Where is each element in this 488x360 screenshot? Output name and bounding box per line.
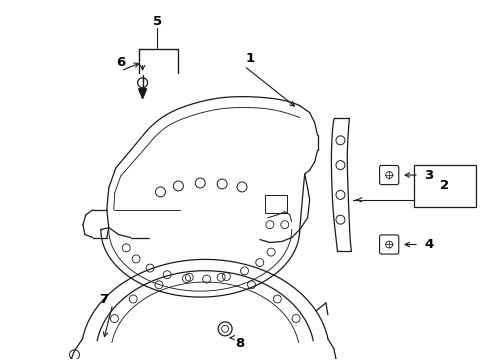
Bar <box>264 195 286 213</box>
Text: 1: 1 <box>245 53 254 66</box>
Circle shape <box>218 322 232 336</box>
Text: 7: 7 <box>99 293 108 306</box>
Polygon shape <box>138 89 146 99</box>
Text: 8: 8 <box>235 337 244 350</box>
Text: 6: 6 <box>116 57 125 69</box>
Text: 3: 3 <box>424 168 433 181</box>
Circle shape <box>137 78 147 88</box>
Text: 5: 5 <box>153 15 162 28</box>
Text: 4: 4 <box>424 238 433 251</box>
Bar <box>413 165 475 207</box>
Text: 2: 2 <box>439 179 448 193</box>
